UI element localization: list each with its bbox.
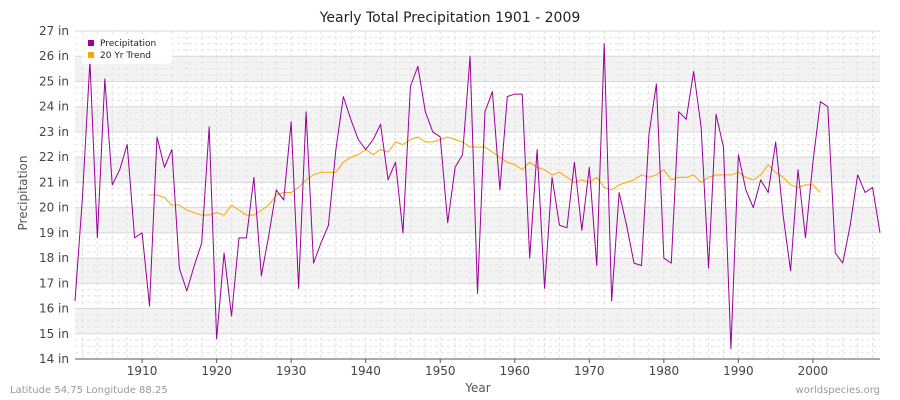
y-tick-label: 14 in	[39, 352, 69, 366]
x-tick-label: 1930	[276, 364, 307, 378]
y-tick-label: 16 in	[39, 302, 69, 316]
x-tick-label: 1960	[499, 364, 530, 378]
x-tick-label: 1990	[723, 364, 754, 378]
y-tick-label: 27 in	[39, 24, 69, 38]
y-tick-label: 26 in	[39, 49, 69, 63]
y-tick-label: 18 in	[39, 251, 69, 265]
chart-title: Yearly Total Precipitation 1901 - 2009	[319, 10, 581, 26]
y-tick-label: 15 in	[39, 327, 69, 341]
legend-label-precipitation: Precipitation	[100, 39, 156, 49]
footer-site: worldspecies.org	[796, 385, 880, 396]
series-lines	[74, 43, 881, 350]
y-tick-label: 22 in	[39, 150, 69, 164]
y-tick-label: 19 in	[39, 226, 69, 240]
series-line-trend	[149, 136, 821, 216]
x-tick-label: 1950	[425, 364, 456, 378]
legend: Precipitation 20 Yr Trend	[82, 34, 172, 64]
y-tick-label: 24 in	[39, 100, 69, 114]
legend-swatch-trend	[88, 52, 94, 58]
y-axis-label: Precipitation	[16, 155, 30, 230]
x-tick-label: 1910	[127, 364, 158, 378]
legend-swatch-precipitation	[88, 40, 94, 46]
y-tick-label: 17 in	[39, 276, 69, 290]
x-axis: 1910 1920 1930 1940 1950 1960 1970 1980 1990 2000	[75, 358, 880, 378]
y-axis: 14 in 15 in 16 in 17 in 18 in 19 in 20 in 21 in…	[39, 24, 69, 366]
y-tick-label: 25 in	[39, 74, 69, 88]
x-axis-label: Year	[464, 381, 490, 395]
legend-label-trend: 20 Yr Trend	[100, 51, 151, 61]
series-line-precipitation	[74, 43, 881, 350]
footer-location: Latitude 54.75 Longitude 88.25	[10, 385, 168, 396]
x-tick-label: 1940	[350, 364, 381, 378]
y-tick-label: 23 in	[39, 125, 69, 139]
y-tick-label: 21 in	[39, 175, 69, 189]
legend-box	[82, 34, 172, 64]
x-tick-label: 2000	[798, 364, 829, 378]
x-tick-label: 1980	[649, 364, 680, 378]
x-tick-label: 1920	[201, 364, 232, 378]
y-tick-label: 20 in	[39, 201, 69, 215]
x-tick-label: 1970	[574, 364, 605, 378]
